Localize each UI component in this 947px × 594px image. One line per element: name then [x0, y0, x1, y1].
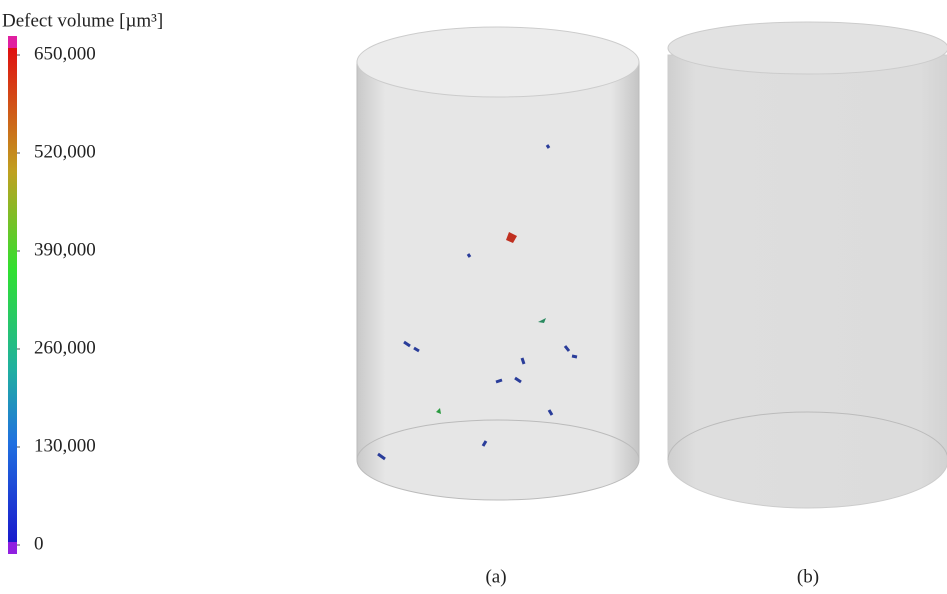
specimen-render — [357, 27, 639, 500]
colorbar-cap — [8, 36, 17, 48]
colorbar-tick-label: 260,000 — [34, 337, 96, 358]
colorbar-tick-label: 0 — [34, 533, 44, 554]
colorbar-tick-label: 390,000 — [34, 239, 96, 260]
specimen-render — [668, 22, 947, 508]
colorbar-tick-label: 130,000 — [34, 435, 96, 456]
panel-label: (b) — [797, 566, 819, 587]
colorbar-tick-label: 520,000 — [34, 141, 96, 162]
colorbar-title: Defect volume [µm³] — [2, 10, 163, 31]
colorbar-cap — [8, 542, 17, 554]
colorbar-gradient — [8, 48, 17, 542]
figure: Defect volume [µm³] (a) (b) 0 130,000 260,… — [0, 0, 947, 594]
colorbar-tick-label: 650,000 — [34, 43, 96, 64]
colorbar — [8, 36, 17, 554]
panel-label: (a) — [485, 566, 506, 587]
